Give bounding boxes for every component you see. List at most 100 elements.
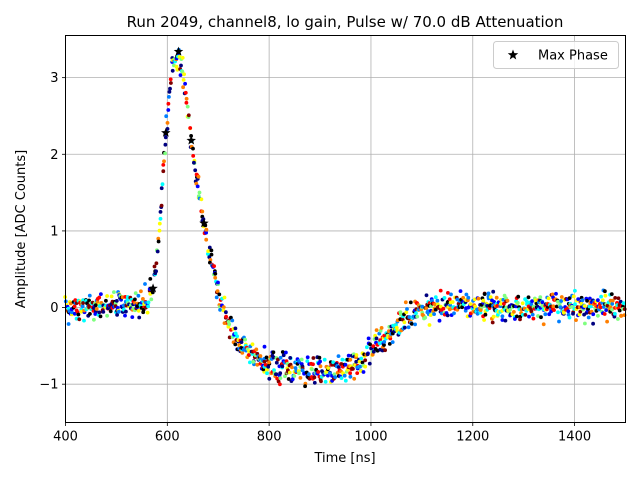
data-point: [108, 309, 113, 314]
data-point: [468, 302, 473, 306]
data-point: [481, 298, 486, 303]
data-point: [588, 296, 592, 301]
data-point: [447, 297, 452, 302]
data-point: [278, 371, 283, 376]
data-point: [199, 197, 204, 202]
data-point: [583, 321, 587, 326]
data-point: [93, 303, 98, 308]
data-point: [547, 312, 552, 317]
data-point: [394, 325, 399, 330]
data-point: [168, 86, 172, 91]
data-point: [343, 378, 348, 383]
data-point: [432, 312, 436, 316]
data-point: [402, 325, 407, 330]
data-point: [495, 304, 500, 308]
data-point: [251, 359, 256, 364]
data-point: [95, 300, 100, 304]
data-point: [214, 295, 219, 300]
data-point: [235, 334, 240, 339]
data-point: [155, 249, 160, 254]
data-point: [160, 182, 165, 187]
legend-entry-max-phase: Max Phase: [538, 49, 608, 64]
data-point: [496, 312, 500, 317]
x-tick-label: 400: [53, 430, 78, 445]
data-point: [577, 312, 582, 317]
data-point: [354, 353, 359, 357]
chart-title: Run 2049, channel8, lo gain, Pulse w/ 70…: [127, 13, 564, 31]
data-point: [578, 309, 583, 314]
data-point: [561, 310, 566, 315]
data-point: [213, 275, 218, 280]
y-tick-label: −1: [39, 378, 58, 393]
data-point: [280, 364, 285, 369]
data-point: [88, 312, 92, 316]
legend-box: [493, 41, 619, 69]
x-tick-label: 800: [257, 430, 282, 445]
data-point: [70, 310, 74, 315]
data-point: [461, 295, 466, 300]
data-point: [426, 309, 430, 314]
data-point: [143, 282, 147, 286]
data-point: [365, 345, 369, 350]
data-point: [264, 355, 269, 360]
data-point: [567, 315, 572, 320]
data-point: [162, 159, 166, 164]
data-point: [513, 317, 517, 321]
max-phase-star: [148, 283, 158, 293]
data-point: [619, 313, 624, 318]
data-point: [610, 307, 614, 312]
data-point: [184, 96, 189, 101]
data-point: [209, 248, 214, 253]
data-point: [531, 316, 536, 321]
data-point: [99, 292, 103, 296]
data-point: [598, 305, 603, 310]
data-point: [541, 322, 546, 327]
data-point: [278, 376, 283, 380]
data-point: [233, 331, 238, 336]
data-point: [610, 302, 615, 306]
data-point: [491, 289, 496, 294]
data-point: [441, 306, 446, 311]
data-point: [292, 374, 297, 378]
data-point: [105, 313, 109, 318]
data-point: [591, 312, 596, 317]
data-point: [188, 126, 193, 130]
data-point: [312, 375, 317, 380]
data-point: [307, 372, 311, 377]
grid: [65, 35, 626, 423]
x-tick-label: 1200: [456, 430, 489, 445]
data-point: [500, 318, 505, 322]
data-point: [460, 305, 464, 310]
data-point: [183, 81, 188, 86]
data-point: [601, 305, 606, 309]
data-point: [286, 377, 291, 381]
data-point: [529, 309, 534, 314]
data-point: [167, 95, 171, 99]
data-point: [343, 362, 348, 367]
data-point: [212, 264, 217, 268]
data-point: [552, 308, 556, 312]
data-point: [216, 280, 220, 285]
data-point: [516, 294, 521, 299]
data-point: [167, 90, 172, 94]
data-point: [605, 303, 610, 308]
data-point: [66, 322, 71, 326]
data-point: [602, 312, 607, 316]
x-tick-label: 1000: [354, 430, 387, 445]
data-point: [204, 237, 209, 242]
data-point: [255, 362, 260, 367]
data-point: [523, 313, 528, 317]
data-point: [610, 298, 615, 303]
data-point: [409, 322, 414, 326]
data-point: [101, 310, 106, 314]
data-point: [183, 90, 188, 95]
data-point: [136, 308, 141, 313]
data-point: [503, 318, 508, 323]
data-point: [571, 311, 575, 316]
data-point: [452, 311, 456, 316]
data-point: [87, 298, 91, 303]
data-point: [415, 314, 420, 319]
data-point: [554, 304, 559, 309]
data-point: [404, 310, 409, 315]
